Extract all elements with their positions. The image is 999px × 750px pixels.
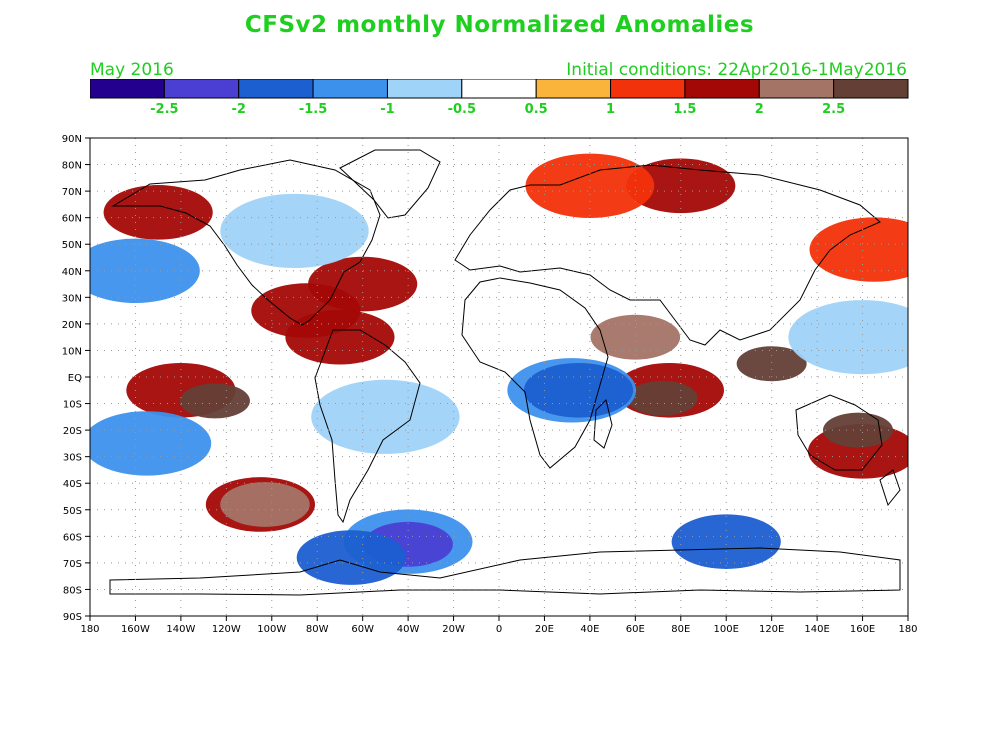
- lat-label: 80N: [62, 161, 82, 172]
- lat-label: EQ: [68, 373, 82, 384]
- lon-label: 140W: [166, 624, 195, 635]
- init-conditions-label: Initial conditions: 22Apr2016-1May2016: [566, 60, 907, 80]
- lon-label: 140E: [804, 624, 829, 635]
- anomaly-brazil-cold: [311, 379, 460, 454]
- anomaly-australia-east-core: [823, 412, 894, 448]
- lat-label: 20S: [63, 426, 82, 437]
- coastline-greenland: [339, 149, 441, 219]
- lat-label: 70S: [63, 559, 82, 570]
- lon-label: 20W: [442, 624, 465, 635]
- colorbar-tick-label: 0.5: [525, 102, 548, 117]
- lon-label: 120W: [212, 624, 241, 635]
- lon-label: 100E: [714, 624, 739, 635]
- anomaly-antarctic-india-cold: [671, 514, 781, 569]
- anomaly-siberia-warm: [626, 158, 736, 214]
- coastline-madagascar: [593, 399, 613, 449]
- lat-label: 40S: [63, 479, 82, 490]
- lon-label: 80E: [671, 624, 690, 635]
- lon-label: 180: [80, 624, 99, 635]
- lon-label: 60W: [351, 624, 374, 635]
- lon-label: 160E: [850, 624, 875, 635]
- period-label: May 2016: [90, 60, 174, 80]
- lat-label: 50S: [63, 506, 82, 517]
- colorbar-tick-label: -0.5: [448, 102, 476, 117]
- lat-label: 60S: [63, 532, 82, 543]
- lat-label: 80S: [63, 585, 82, 596]
- lon-label: 40E: [580, 624, 599, 635]
- colorbar-tick-label: -1.5: [299, 102, 327, 117]
- lon-label: 40W: [397, 624, 420, 635]
- axis-labels: 90N 80N 70N 60N 50N 40N 30N 20N 10N EQ 10S 20S 30S 40…: [62, 134, 918, 635]
- colorbar-swatch: [833, 79, 909, 99]
- lat-label: 30S: [63, 453, 82, 464]
- colorbar-tick-label: 2.5: [822, 102, 845, 117]
- lon-label: 20E: [535, 624, 554, 635]
- anomaly-arctic-russia-warm: [525, 153, 655, 218]
- lat-label: 50N: [62, 240, 82, 251]
- lon-label: 0: [496, 624, 502, 635]
- colorbar-legend: -2.5 -2 -1.5 -1 -0.5 0.5 1 1.5 2 2.5: [90, 79, 909, 117]
- anomaly-central-pacific-cold: [788, 300, 908, 375]
- lat-label: 30N: [62, 293, 82, 304]
- anomaly-sw-pacific-cold: [90, 411, 212, 476]
- coastline-new-zealand: [879, 469, 901, 507]
- coastline-eurasia: [454, 164, 881, 346]
- chart-title: CFSv2 monthly Normalized Anomalies: [244, 12, 755, 38]
- anomaly-east-africa-core: [523, 362, 634, 418]
- lat-label: 10S: [63, 400, 82, 411]
- colorbar-tick-label: 1.5: [673, 102, 696, 117]
- colorbar-tick-label: -2.5: [150, 102, 178, 117]
- anomaly-field: [90, 153, 908, 585]
- anomaly-alaska-warm: [103, 185, 213, 240]
- lat-label: 10N: [62, 346, 82, 357]
- coastline-north-america: [111, 159, 381, 326]
- lat-label: 90N: [62, 134, 82, 145]
- anomaly-canada-cold: [220, 193, 369, 269]
- anomaly-indian-ocean-core: [627, 380, 698, 416]
- lat-label: 90S: [63, 612, 82, 623]
- coastline-australia: [795, 394, 883, 471]
- lon-label: 60E: [626, 624, 645, 635]
- anomaly-caribbean-warm: [285, 309, 395, 365]
- colorbar-tick-label: -2: [232, 102, 246, 117]
- lat-lon-grid: [90, 138, 908, 616]
- coastlines: [109, 149, 901, 596]
- lon-label: 120E: [759, 624, 784, 635]
- anomaly-south-pacific-core: [220, 482, 310, 527]
- coastline-antarctica: [109, 547, 901, 596]
- colorbar-tick-label: 1: [606, 102, 615, 117]
- coastline-south-america: [314, 329, 421, 524]
- lon-label: 160W: [121, 624, 150, 635]
- lon-label: 80W: [306, 624, 329, 635]
- colorbar-tick-label: -1: [380, 102, 394, 117]
- colorbar-tick-label: 2: [755, 102, 764, 117]
- lat-label: 70N: [62, 187, 82, 198]
- coastline-africa: [461, 277, 609, 469]
- lat-label: 20N: [62, 320, 82, 331]
- anomaly-nw-pacific-cold: [90, 238, 200, 303]
- lon-label: 100W: [257, 624, 286, 635]
- anomaly-weddell-cold: [296, 530, 406, 585]
- lon-label: 180: [898, 624, 917, 635]
- lat-label: 60N: [62, 214, 82, 225]
- anomaly-arabian-sea-core: [590, 314, 681, 360]
- anomaly-north-pacific-warm: [809, 217, 908, 282]
- lat-label: 40N: [62, 267, 82, 278]
- anomaly-east-pacific-core: [179, 383, 250, 419]
- anomaly-maritime-continent-core: [736, 346, 807, 382]
